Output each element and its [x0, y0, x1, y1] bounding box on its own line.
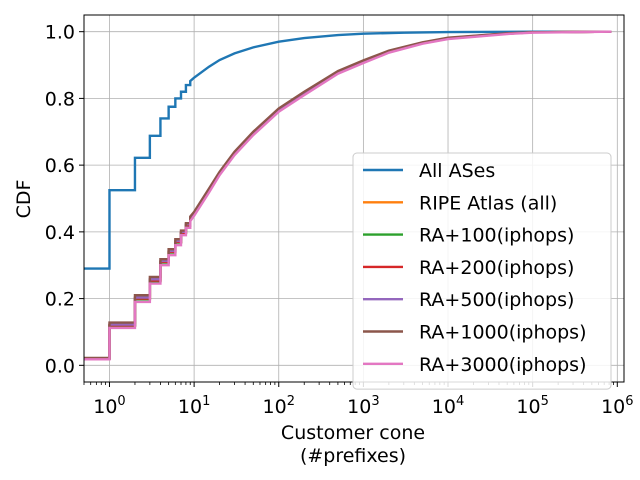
x-axis-label: Customer cone	[281, 422, 425, 444]
series-layer	[84, 30, 612, 361]
x-tick-label: 104	[432, 394, 464, 418]
legend-entry: RA+1000(iphops)	[419, 322, 587, 344]
x-tick-label: 102	[263, 394, 295, 418]
x-axis-ticks: 100 101 102 103 104 105 106	[83, 382, 634, 418]
legend-entry: All ASes	[419, 160, 495, 182]
y-tick-label: 0.4	[45, 222, 75, 244]
legend-entry: RA+100(iphops)	[419, 225, 574, 247]
legend-entry: RA+3000(iphops)	[419, 354, 587, 376]
legend-entry: RIPE Atlas (all)	[419, 192, 557, 214]
legend-entry: RA+200(iphops)	[419, 257, 574, 279]
x-tick-label: 100	[93, 394, 125, 418]
y-tick-label: 0.2	[45, 289, 75, 311]
y-tick-label: 0.0	[45, 355, 75, 377]
series-line-6	[84, 30, 612, 361]
x-tick-label: 105	[516, 394, 548, 418]
x-tick-label: 103	[347, 394, 379, 418]
y-tick-label: 0.6	[45, 155, 75, 177]
x-tick-label: 101	[178, 394, 210, 418]
x-axis-label-sub: (#prefixes)	[300, 445, 406, 467]
x-tick-label: 106	[601, 394, 633, 418]
series-line-0	[84, 30, 612, 270]
y-tick-label: 0.8	[45, 88, 75, 110]
y-axis-ticks: 0.0 0.2 0.4 0.6 0.8 1.0	[45, 22, 84, 377]
legend-entry: RA+500(iphops)	[419, 289, 574, 311]
y-tick-label: 1.0	[45, 22, 75, 44]
legend: All ASes RIPE Atlas (all) RA+100(iphops) RA…	[352, 152, 612, 390]
legend-box	[352, 152, 612, 390]
y-axis-label: CDF	[13, 180, 35, 219]
